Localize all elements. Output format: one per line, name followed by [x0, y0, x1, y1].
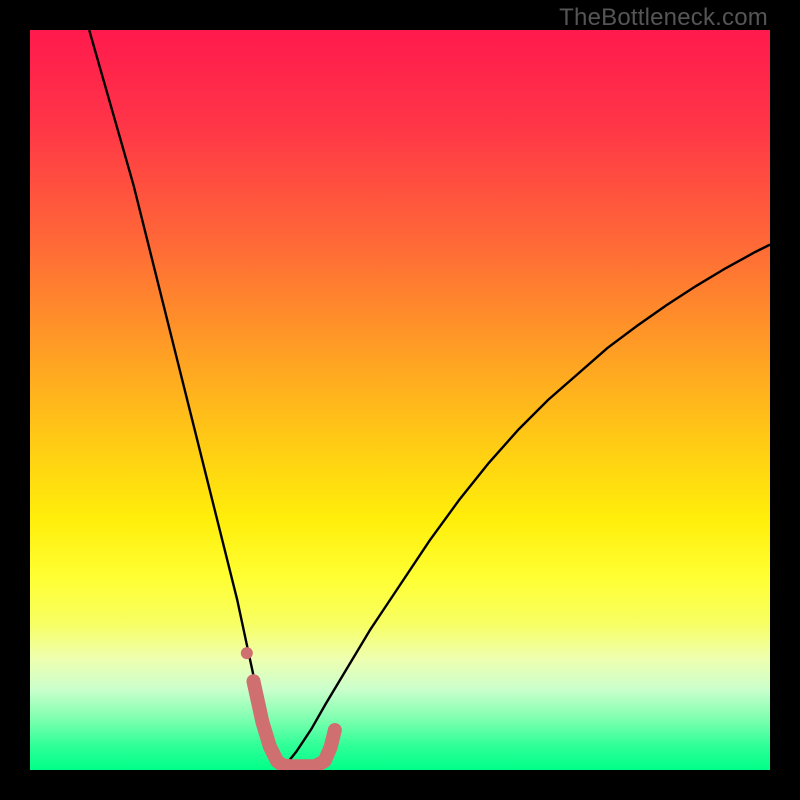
gradient-background	[30, 30, 770, 770]
bottleneck-highlight-dot	[241, 647, 253, 659]
plot-svg	[30, 30, 770, 770]
plot-area	[30, 30, 770, 770]
watermark-text: TheBottleneck.com	[559, 4, 768, 32]
